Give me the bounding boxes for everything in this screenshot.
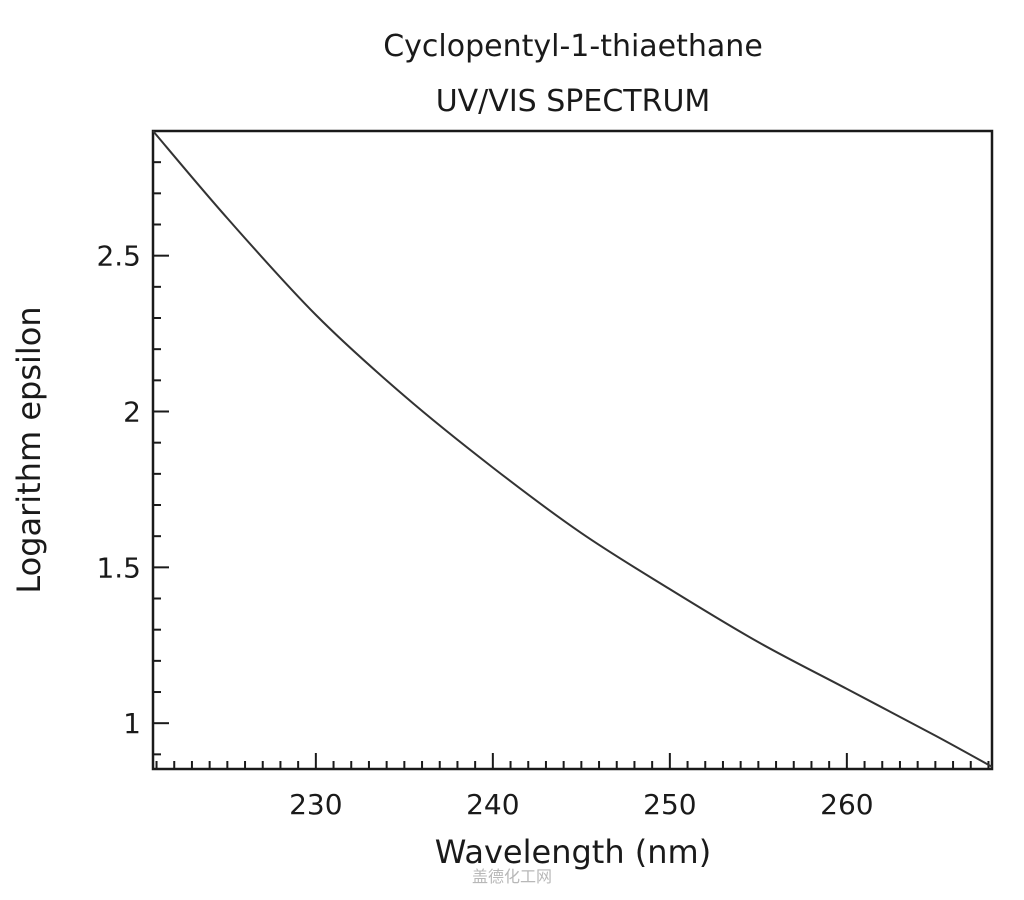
y-axis-label: Logarithm epsilon [10, 306, 48, 593]
y-tick-label: 2 [123, 396, 141, 429]
y-tick-label: 1.5 [96, 551, 141, 584]
x-tick-label: 250 [643, 788, 696, 821]
x-minor-ticks [155, 761, 990, 769]
chart-title: Cyclopentyl-1-thiaethane [383, 29, 763, 64]
watermark-text: 盖德化工网 [472, 867, 552, 886]
x-tick-label: 240 [466, 788, 519, 821]
y-axis-ticks: 1 1.5 2 2.5 [96, 240, 169, 740]
series-layer [152, 130, 993, 768]
x-axis-label: Wavelength (nm) [435, 833, 711, 871]
plot-frame [151, 129, 994, 771]
y-tick-label: 2.5 [96, 240, 141, 273]
y-tick-label: 1 [123, 707, 141, 740]
chart-subtitle: UV/VIS SPECTRUM [436, 84, 711, 119]
y-minor-ticks [153, 130, 161, 756]
x-tick-label: 260 [820, 788, 873, 821]
x-axis-ticks: 230 240 250 260 [289, 753, 874, 821]
x-tick-label: 230 [289, 788, 342, 821]
series-line [152, 130, 993, 768]
